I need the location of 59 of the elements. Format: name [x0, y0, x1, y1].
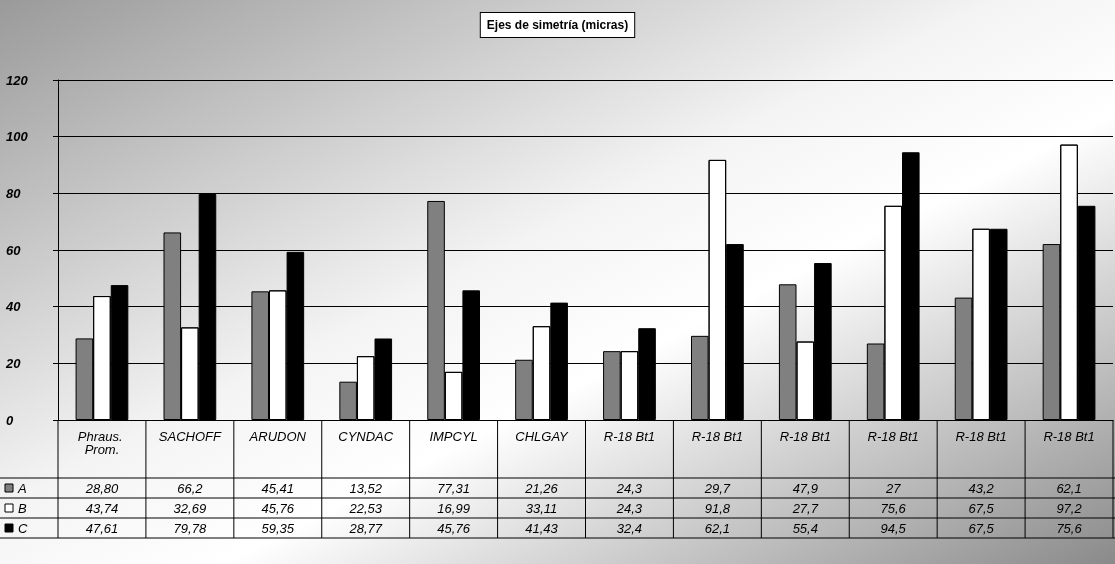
data-label: 75,6 [1056, 520, 1083, 536]
data-label: 33,11 [525, 500, 558, 516]
y-tick-label: 0 [6, 412, 14, 428]
data-label: 13,52 [349, 480, 383, 496]
data-label: 62,1 [704, 520, 731, 536]
data-label: 28,77 [348, 520, 383, 536]
y-tick-label: 120 [6, 72, 29, 88]
y-tick-label: 20 [5, 355, 22, 371]
data-label: 45,76 [261, 500, 295, 516]
legend-label: A [17, 480, 27, 496]
data-label: 24,3 [615, 480, 643, 496]
data-label: 27 [884, 480, 902, 496]
data-label: 62,1 [1056, 480, 1082, 496]
legend-label: C [18, 520, 28, 536]
data-label: 77,31 [437, 480, 470, 496]
x-tick-label: R-18 Bt1 [867, 429, 919, 444]
y-tick-label: 40 [5, 299, 22, 315]
x-tick-label: Phraus. Prom. [77, 429, 127, 457]
x-tick-label: IMPCYL [429, 429, 478, 444]
legend-label: B [18, 500, 27, 516]
y-tick-label: 100 [6, 129, 29, 145]
data-label: 55,4 [792, 520, 818, 536]
data-label: 47,61 [85, 520, 119, 536]
data-label: 28,80 [84, 480, 119, 496]
data-label: 29,7 [703, 480, 731, 496]
data-label: 24,3 [615, 500, 643, 516]
y-tick-label: 60 [6, 242, 22, 258]
x-tick-label: R-18 Bt1 [1043, 429, 1095, 444]
data-label: 91,8 [704, 500, 731, 516]
x-tick-label: R-18 Bt1 [691, 429, 744, 444]
y-tick-label: 80 [6, 185, 22, 201]
x-tick-label: SACHOFF [158, 429, 222, 444]
data-label: 67,5 [968, 500, 995, 516]
data-label: 45,76 [437, 520, 471, 536]
data-label: 21,26 [524, 480, 559, 496]
data-label: 27,7 [791, 500, 819, 516]
data-label: 59,35 [261, 520, 295, 536]
data-label: 32,69 [173, 500, 207, 516]
data-label: 79,78 [173, 520, 207, 536]
x-tick-label: CHLGAY [515, 429, 570, 444]
data-label: 22,53 [348, 500, 383, 516]
data-label: 16,99 [437, 500, 470, 516]
x-tick-label: R-18 Bt1 [603, 429, 656, 444]
x-tick-label: R-18 Bt1 [779, 429, 831, 444]
chart-title: Ejes de simetría (micras) [486, 18, 629, 32]
data-label: 75,6 [880, 500, 907, 516]
x-tick-label: R-18 Bt1 [955, 429, 1007, 444]
data-label: 43,2 [968, 480, 995, 496]
data-label: 32,4 [616, 520, 643, 536]
data-label: 66,2 [177, 480, 204, 496]
data-label: 43,74 [85, 500, 119, 516]
x-tick-label: ARUDON [248, 429, 307, 444]
data-label: 47,9 [792, 480, 818, 496]
data-label: 45,41 [261, 480, 295, 496]
data-label: 94,5 [880, 520, 907, 536]
data-label: 41,43 [525, 520, 559, 536]
data-label: 67,5 [968, 520, 995, 536]
data-label: 97,2 [1056, 500, 1083, 516]
x-tick-label: CYNDAC [338, 429, 394, 444]
